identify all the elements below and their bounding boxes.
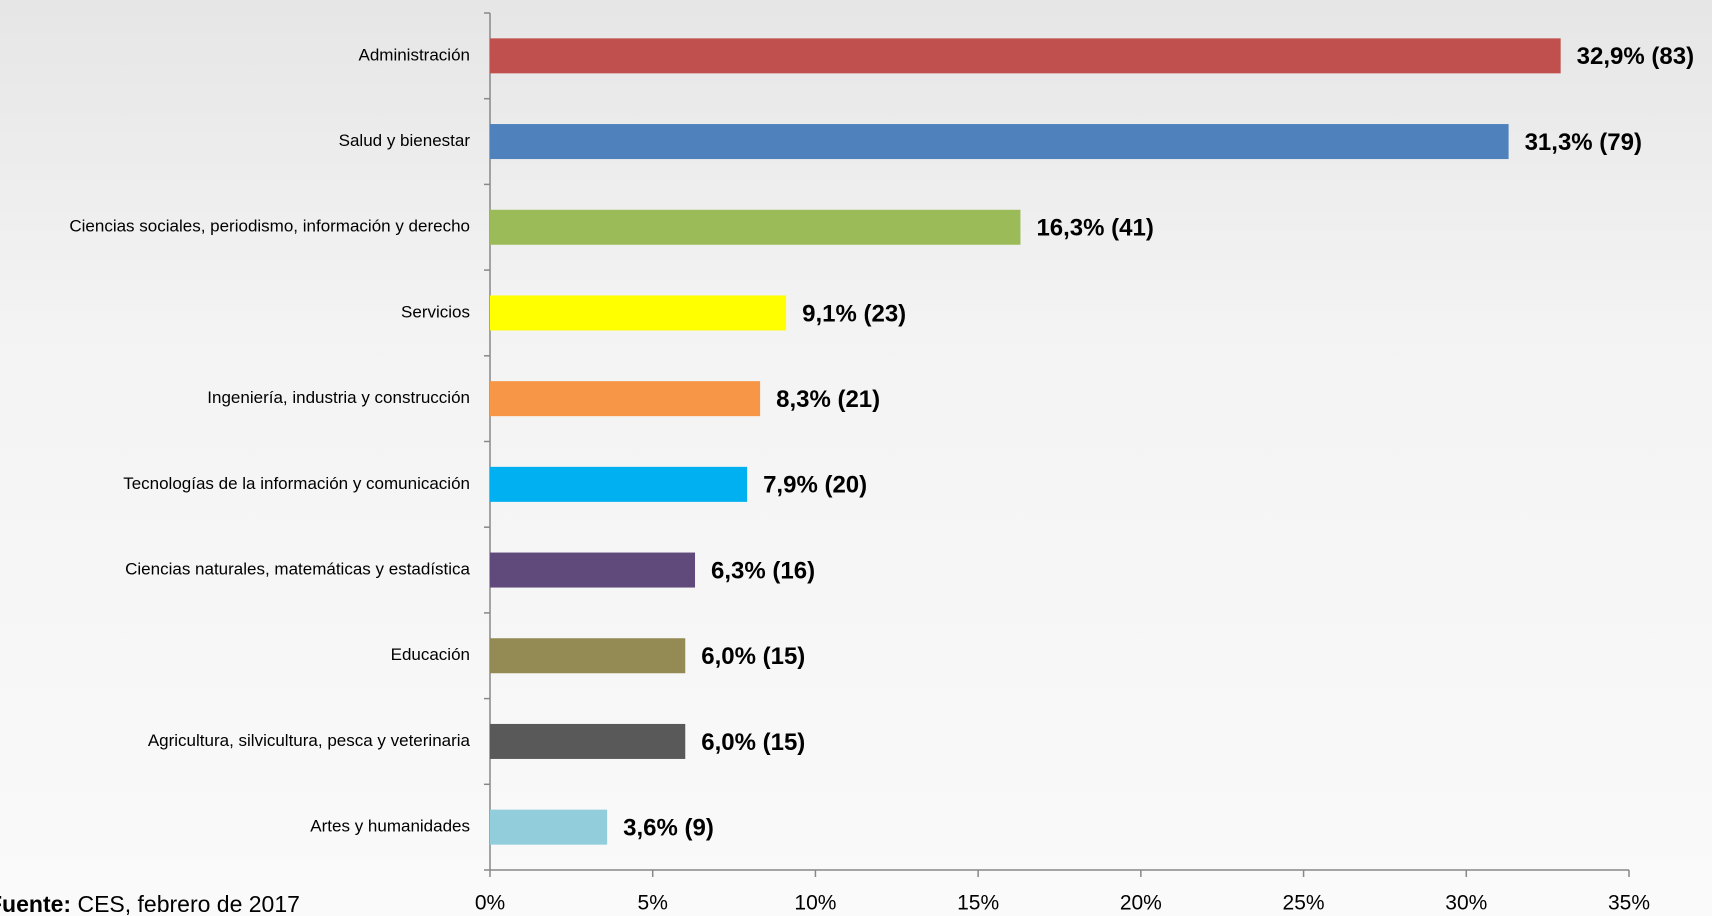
bar [490, 381, 761, 417]
value-label: 3,6% (9) [623, 814, 714, 841]
category-label: Ingeniería, industria y construcción [207, 388, 470, 407]
x-tick-label: 35% [1608, 892, 1650, 915]
category-label: Tecnologías de la información y comunica… [123, 474, 470, 493]
category-label: Salud y bienestar [339, 131, 471, 150]
x-tick-label: 5% [638, 892, 668, 915]
value-label: 6,0% (15) [701, 643, 805, 670]
bar [490, 38, 1561, 74]
x-tick-label: 25% [1283, 892, 1325, 915]
bar [490, 809, 608, 845]
category-label: Servicios [401, 302, 470, 321]
category-label: Ciencias naturales, matemáticas y estadí… [125, 560, 470, 579]
bar [490, 209, 1021, 245]
value-label: 8,3% (21) [776, 386, 880, 413]
value-label: 16,3% (41) [1036, 215, 1153, 242]
value-label: 7,9% (20) [763, 472, 867, 499]
x-tick-label: 30% [1445, 892, 1487, 915]
bar [490, 124, 1509, 160]
value-label: 31,3% (79) [1525, 129, 1642, 156]
category-label: Educación [391, 645, 470, 664]
bar [490, 723, 686, 759]
source-label: Fuente: [0, 891, 71, 916]
category-label: Agricultura, silvicultura, pesca y veter… [148, 731, 471, 750]
bar [490, 552, 696, 588]
category-label: Ciencias sociales, periodismo, informaci… [69, 217, 470, 236]
x-tick-label: 10% [794, 892, 836, 915]
bar [490, 295, 787, 331]
bar [490, 638, 686, 674]
category-label: Artes y humanidades [310, 817, 470, 836]
x-tick-label: 0% [475, 892, 505, 915]
category-label: Administración [359, 45, 471, 64]
x-tick-label: 15% [957, 892, 999, 915]
source-text: CES, febrero de 2017 [77, 891, 299, 916]
value-label: 6,0% (15) [701, 729, 805, 756]
value-label: 6,3% (16) [711, 557, 815, 584]
value-label: 9,1% (23) [802, 300, 906, 327]
value-label: 32,9% (83) [1577, 43, 1694, 70]
bar [490, 466, 748, 502]
x-tick-label: 20% [1120, 892, 1162, 915]
source: Fuente: CES, febrero de 2017 [0, 891, 300, 916]
